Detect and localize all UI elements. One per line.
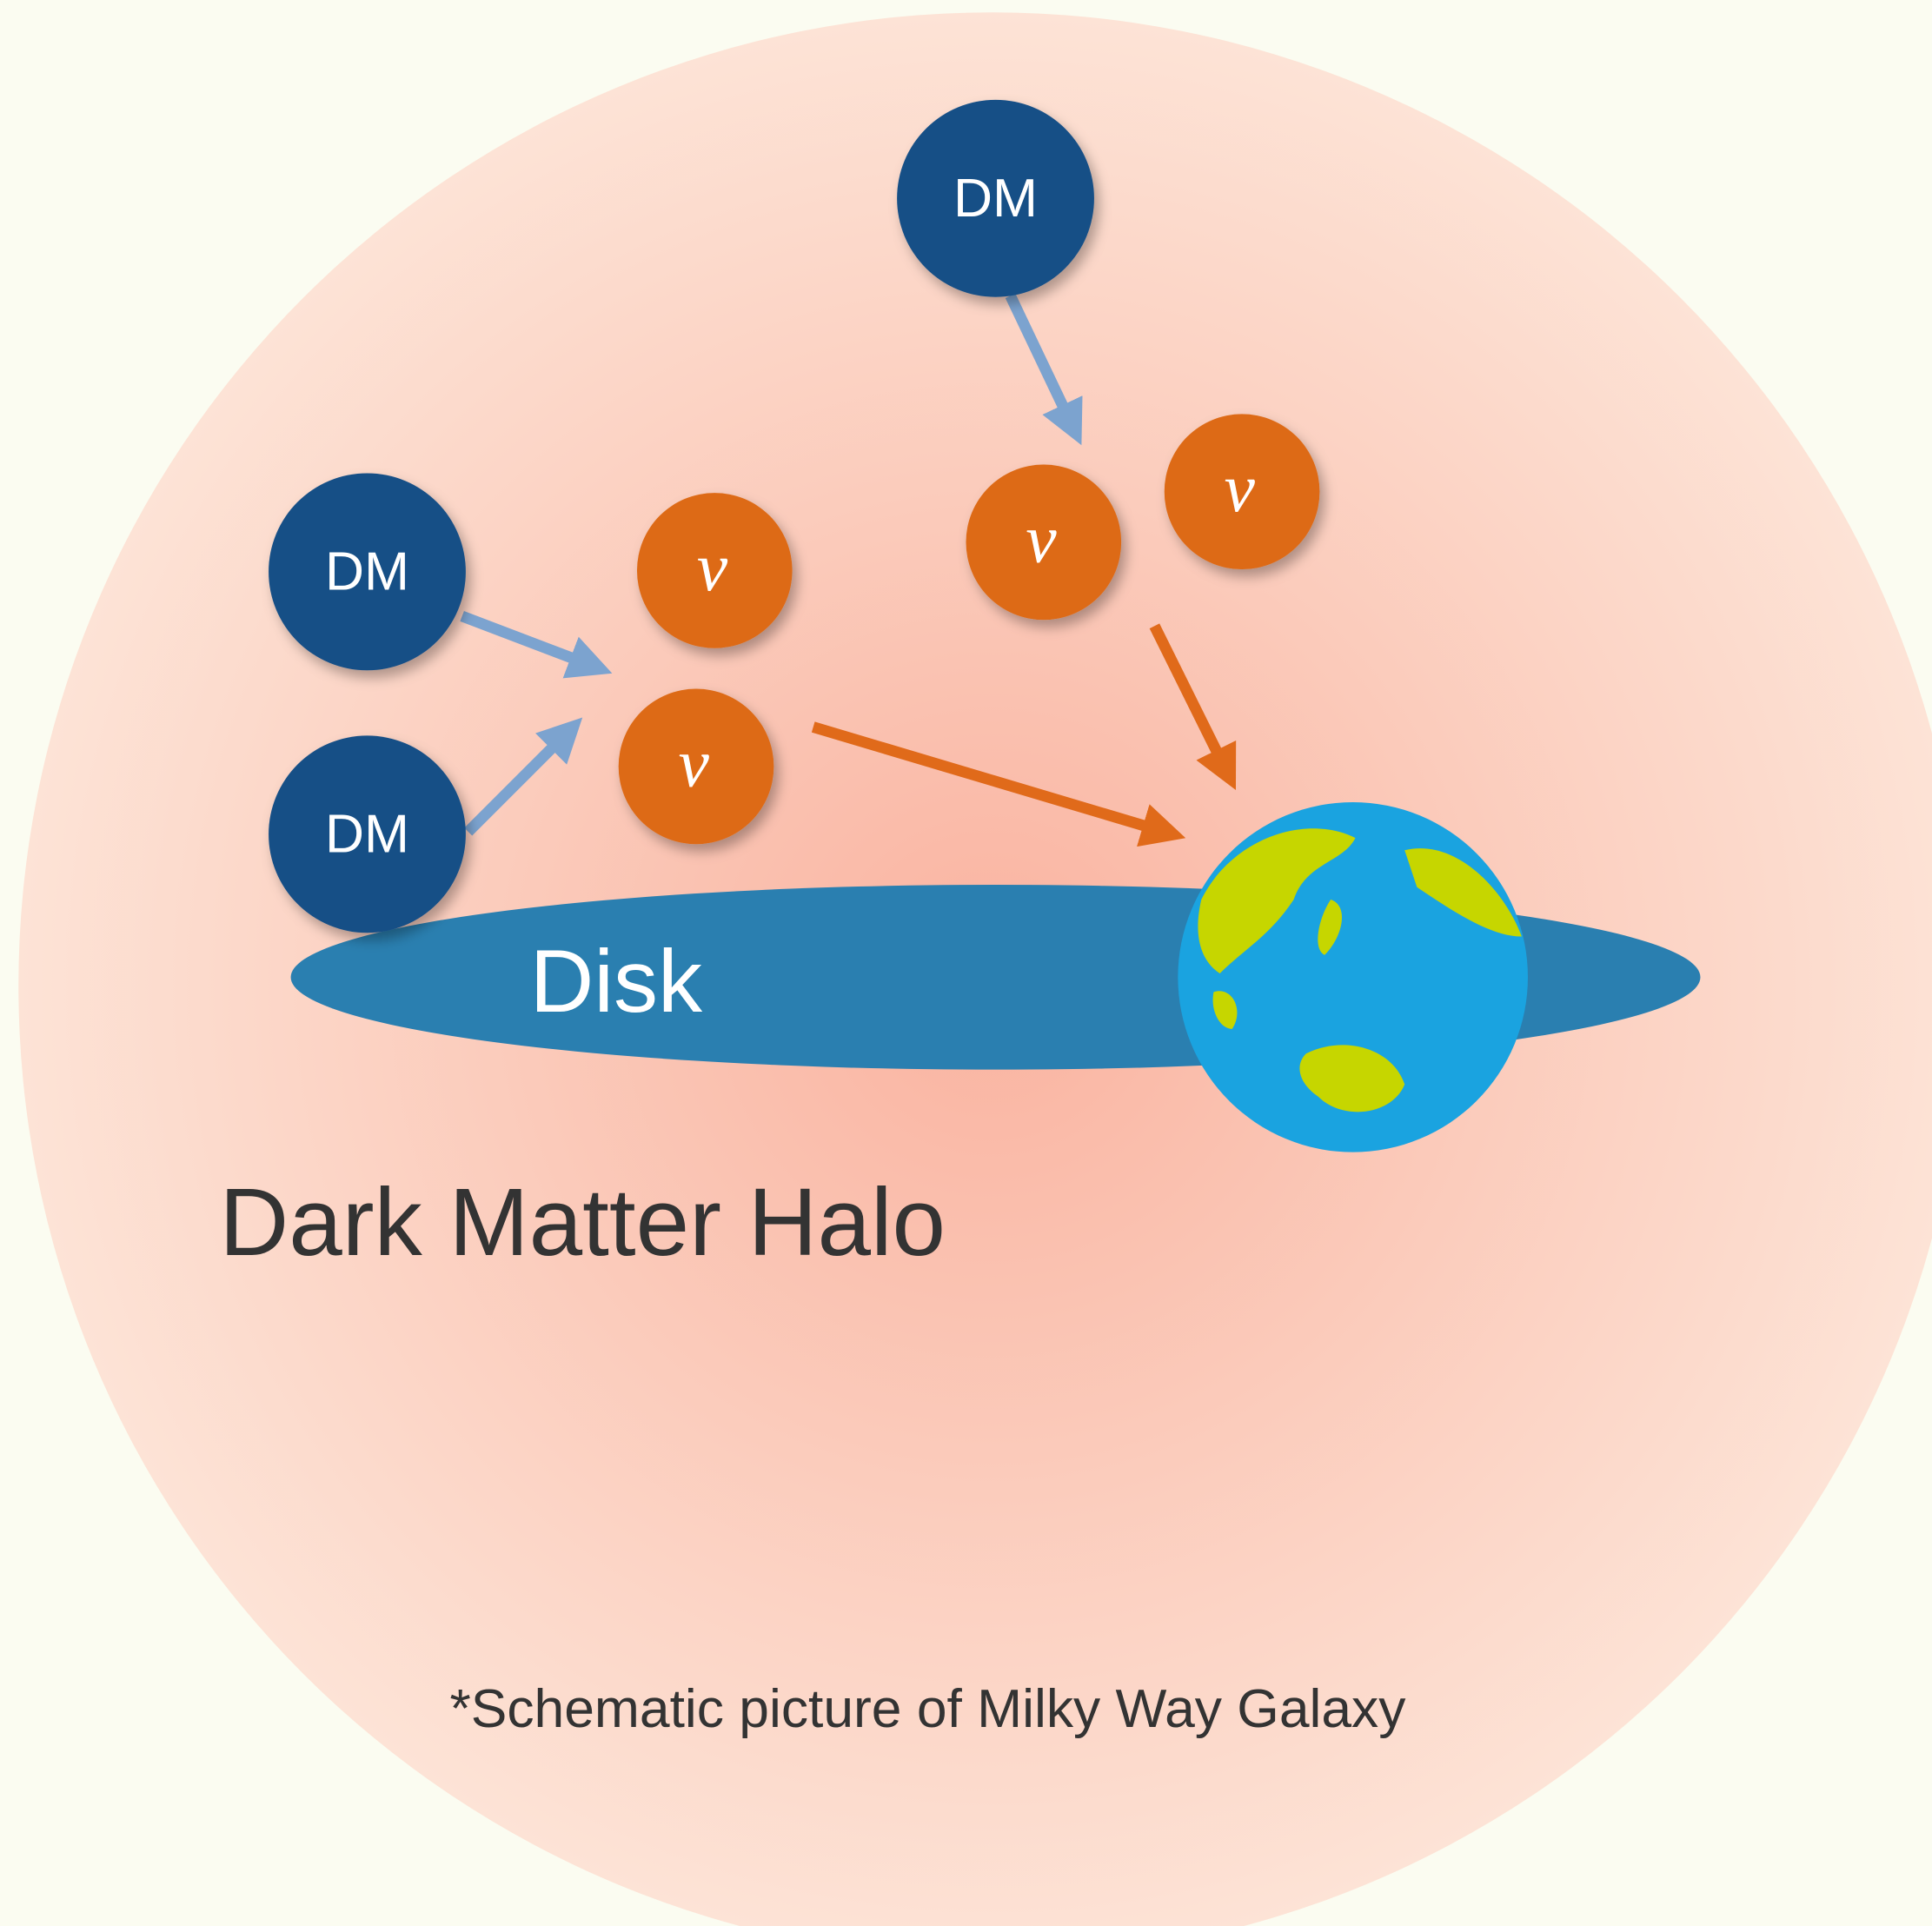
nu-node [966, 464, 1122, 621]
nu-node [1164, 414, 1320, 570]
disk-label: Disk [530, 932, 703, 1031]
nu-node [636, 493, 793, 648]
dm-node [897, 99, 1094, 297]
dm-label: DM [953, 169, 1038, 229]
continent [1404, 848, 1522, 937]
arrow [464, 717, 583, 836]
halo-label: Dark Matter Halo [219, 1169, 946, 1276]
nu-label: ν [679, 725, 710, 801]
particles: DM DM DM ν ν ν ν [269, 99, 1320, 933]
continent [1299, 1045, 1405, 1112]
nu-label: ν [1225, 450, 1256, 527]
nu-node [618, 688, 774, 845]
dm-node [269, 735, 466, 933]
arrow [460, 610, 613, 679]
dm-label: DM [325, 805, 409, 865]
arrow [811, 721, 1186, 847]
earth [1178, 801, 1528, 1152]
footnote: *Schematic picture of Milky Way Galaxy [449, 1679, 1406, 1739]
continent [1318, 899, 1342, 955]
arrow [1149, 623, 1237, 790]
arrows [460, 293, 1237, 847]
dm-label: DM [325, 542, 409, 602]
nu-label: ν [697, 529, 728, 606]
continent [1212, 991, 1238, 1029]
nu-label: ν [1026, 501, 1057, 577]
arrow [1005, 293, 1083, 446]
dm-node [269, 473, 466, 671]
continent [1198, 828, 1356, 974]
